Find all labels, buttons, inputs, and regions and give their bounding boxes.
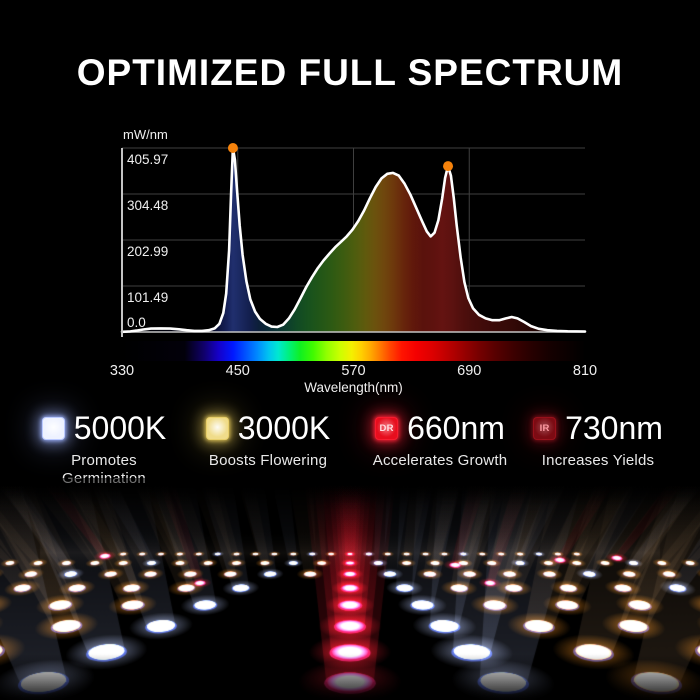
svg-text:690: 690 (457, 363, 481, 379)
legend-description-660nm: Accelerates Growth (372, 452, 508, 469)
svg-text:mW/nm: mW/nm (123, 127, 168, 142)
led-3000k-icon (205, 416, 229, 440)
svg-text:Wavelength(nm): Wavelength(nm) (304, 380, 403, 395)
svg-text:202.99: 202.99 (127, 244, 168, 259)
svg-text:405.97: 405.97 (127, 152, 168, 167)
svg-text:0.0: 0.0 (127, 315, 146, 330)
svg-text:101.49: 101.49 (127, 290, 168, 305)
legend-label-730nm: 730nm (565, 410, 663, 446)
svg-text:450: 450 (226, 363, 250, 379)
legend-description-730nm: Increases Yields (541, 452, 655, 469)
svg-text:570: 570 (341, 363, 365, 379)
legend-label-660nm: 660nm (407, 410, 505, 446)
legend-item-660nm: DR 660nm Accelerates Growth (365, 410, 515, 470)
page-title: OPTIMIZED FULL SPECTRUM (76, 52, 624, 93)
svg-text:330: 330 (110, 363, 134, 379)
led-730nm-infrared-icon: IR (533, 416, 557, 440)
spectrum-chart: mW/nm 0.0 101.49 202.99 304.48 405.97 330 450 57… (0, 118, 700, 408)
svg-text:304.48: 304.48 (127, 198, 168, 213)
led-660nm-deep-red-icon: DR (375, 416, 399, 440)
legend-label-3000k: 3000K (237, 410, 331, 446)
led-5000k-icon (41, 416, 65, 440)
legend-item-3000k: 3000K Boosts Flowering (193, 410, 343, 470)
spectrum-legend: 5000K Promotes Germination 3000K Boosts … (0, 410, 700, 487)
legend-item-5000k: 5000K Promotes Germination (29, 410, 179, 488)
spectrum-chart-svg: mW/nm 0.0 101.49 202.99 304.48 405.97 330 450 57… (110, 127, 597, 395)
legend-description-3000k: Boosts Flowering (208, 452, 328, 469)
led-array-photo (0, 478, 700, 700)
legend-item-730nm: IR 730nm Increases Yields (523, 410, 673, 470)
legend-label-5000k: 5000K (73, 410, 167, 446)
svg-text:810: 810 (573, 363, 597, 379)
